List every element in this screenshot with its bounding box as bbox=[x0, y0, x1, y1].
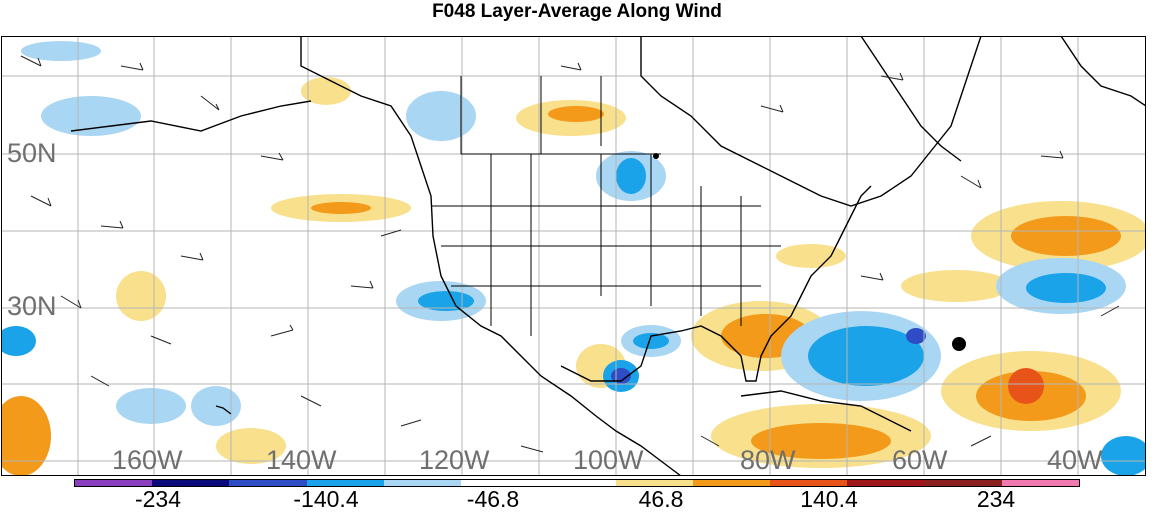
colorbar-bin bbox=[383, 480, 462, 486]
colorbar-bin bbox=[847, 480, 925, 486]
coastlines bbox=[70, 36, 1146, 476]
colorbar-bin bbox=[306, 480, 384, 486]
map-panel: 50N 30N 160W 140W 120W 100W 80W 60W 40W bbox=[1, 36, 1146, 476]
lat-label-50n: 50N bbox=[7, 138, 57, 168]
colorbar-label: -234 bbox=[134, 486, 182, 512]
colorbar-label: -46.8 bbox=[466, 486, 520, 512]
colorbar-bin bbox=[538, 480, 616, 486]
colorbar-bin bbox=[75, 480, 153, 486]
lon-label-120w: 120W bbox=[419, 445, 490, 475]
colorbar-label: 140.4 bbox=[800, 486, 858, 512]
colorbar-bin bbox=[1001, 480, 1080, 486]
lon-label-160w: 160W bbox=[112, 445, 183, 475]
colorbar bbox=[74, 479, 1080, 487]
wind-barbs bbox=[20, 55, 1120, 453]
chart-title: F048 Layer-Average Along Wind bbox=[432, 1, 722, 22]
negative-anomaly-shading bbox=[1, 41, 1146, 476]
lon-label-40w: 40W bbox=[1047, 445, 1103, 475]
lon-label-100w: 100W bbox=[573, 445, 644, 475]
lon-label-80w: 80W bbox=[740, 445, 796, 475]
colorbar-label: -140.4 bbox=[293, 486, 359, 512]
colorbar-bin bbox=[461, 480, 539, 486]
small-marker bbox=[653, 153, 659, 159]
colorbar-label: 234 bbox=[976, 486, 1016, 512]
map-canvas bbox=[1, 36, 1146, 476]
lon-label-140w: 140W bbox=[266, 445, 337, 475]
colorbar-labels: -234 -140.4 -46.8 46.8 140.4 234 bbox=[0, 487, 1154, 511]
colorbar-bin bbox=[770, 480, 848, 486]
colorbar-label: 46.8 bbox=[638, 486, 684, 512]
political-borders bbox=[431, 76, 781, 336]
location-marker bbox=[952, 337, 966, 351]
colorbar-bin bbox=[152, 480, 230, 486]
colorbar-bin bbox=[615, 480, 693, 486]
colorbar-bin bbox=[692, 480, 771, 486]
lon-label-60w: 60W bbox=[892, 445, 948, 475]
lat-label-30n: 30N bbox=[7, 291, 57, 321]
colorbar-bin bbox=[924, 480, 1002, 486]
colorbar-bin bbox=[229, 480, 307, 486]
